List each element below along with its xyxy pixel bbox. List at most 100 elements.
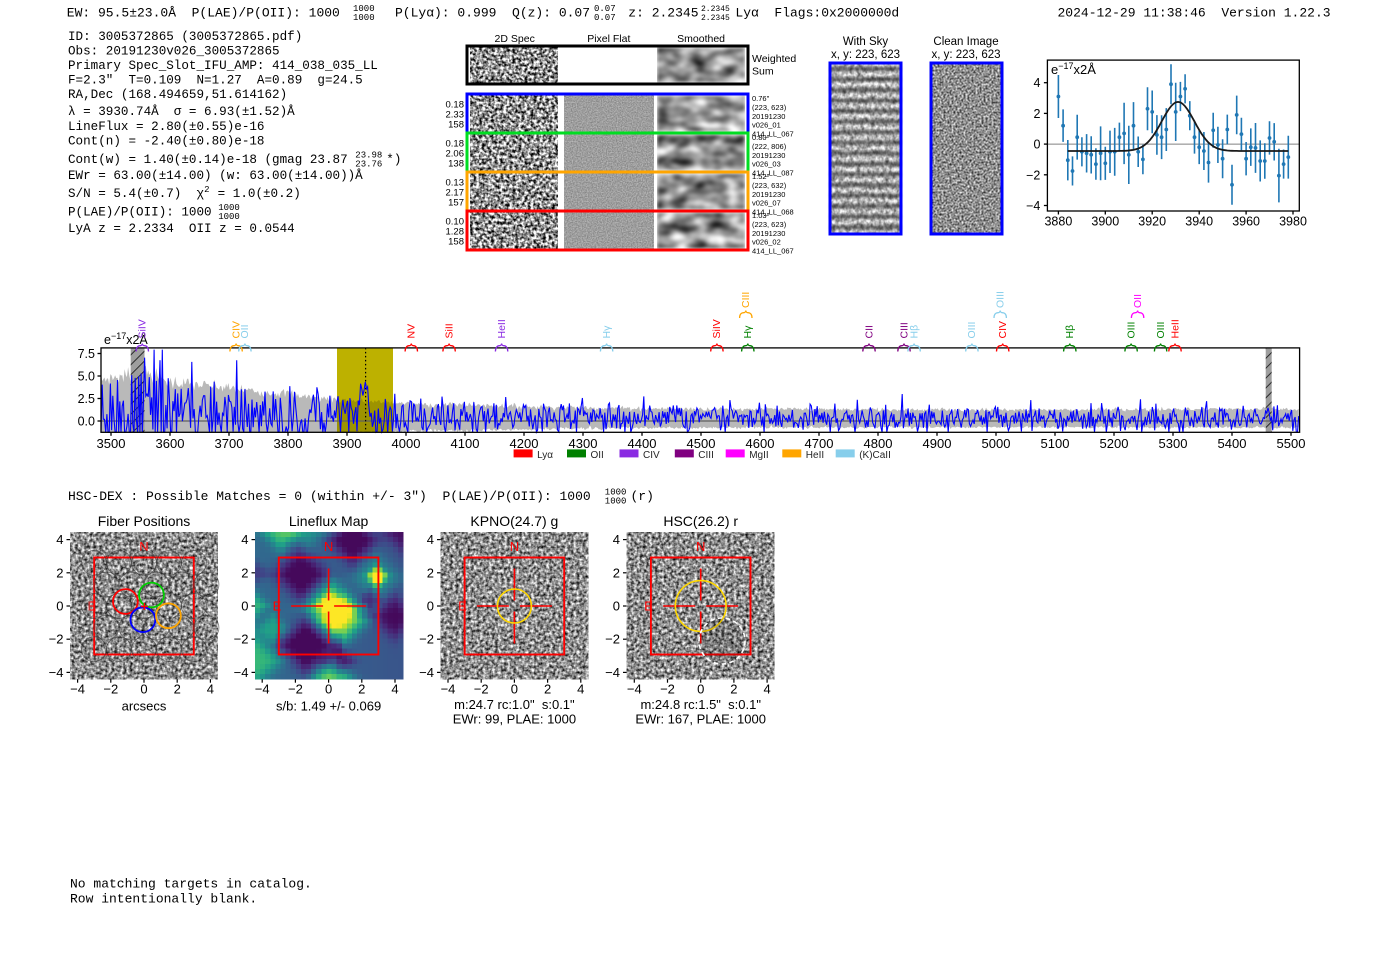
- svg-text:HSC-DEX : Possible Matches = 0: HSC-DEX : Possible Matches = 0 (within +…: [68, 489, 591, 504]
- svg-text:4: 4: [763, 682, 770, 697]
- svg-text:E: E: [88, 599, 97, 614]
- svg-text:3960: 3960: [1232, 215, 1260, 229]
- svg-text:3500: 3500: [97, 436, 126, 451]
- svg-text:HeII: HeII: [1169, 319, 1181, 338]
- svg-text:0.18: 0.18: [446, 100, 465, 111]
- svg-text:3900: 3900: [1091, 215, 1119, 229]
- svg-text:2.06: 2.06: [446, 149, 465, 160]
- svg-text:3900: 3900: [333, 436, 362, 451]
- svg-text:EWr = 63.00(±14.00) (w: 63.00(: EWr = 63.00(±14.00) (w: 63.00(±14.00))Å: [68, 169, 363, 183]
- svg-text:1000: 1000: [218, 203, 240, 213]
- svg-text:= 1.0(±0.2): = 1.0(±0.2): [210, 187, 301, 201]
- svg-text:v026_03: v026_03: [752, 160, 781, 169]
- svg-text:1.03": 1.03": [752, 211, 770, 220]
- svg-text:−4: −4: [70, 682, 85, 697]
- svg-text:414_LL_067: 414_LL_067: [752, 129, 794, 138]
- svg-text:5500: 5500: [1277, 436, 1306, 451]
- svg-text:3940: 3940: [1185, 215, 1213, 229]
- svg-text:0.18: 0.18: [446, 139, 465, 150]
- svg-text:1.28: 1.28: [446, 227, 465, 238]
- svg-text:4300: 4300: [569, 436, 598, 451]
- svg-text:(r): (r): [631, 489, 654, 504]
- svg-text:4: 4: [613, 532, 620, 547]
- svg-text:HeII: HeII: [806, 450, 824, 461]
- svg-text:Row intentionally blank.: Row intentionally blank.: [70, 892, 257, 907]
- svg-text:ID: 3005372865 (3005372865.pdf: ID: 3005372865 (3005372865.pdf): [68, 30, 302, 44]
- svg-text:4: 4: [391, 682, 398, 697]
- svg-text:OIII: OIII: [966, 322, 978, 339]
- svg-text:v026_07: v026_07: [752, 199, 781, 208]
- svg-text:NV: NV: [406, 324, 418, 339]
- svg-text:e−17x2Å: e−17x2Å: [1051, 61, 1096, 77]
- svg-text:4: 4: [241, 532, 248, 547]
- svg-text:2D Spec: 2D Spec: [495, 33, 535, 45]
- svg-text:4900: 4900: [923, 436, 952, 451]
- svg-text:2.2345: 2.2345: [701, 5, 730, 14]
- svg-text:−4: −4: [605, 665, 620, 680]
- svg-text:3980: 3980: [1279, 215, 1307, 229]
- svg-text:−4: −4: [49, 665, 64, 680]
- svg-text:2024-12-29 11:38:46 Version 1: 2024-12-29 11:38:46 Version 1.22.3: [1058, 6, 1331, 21]
- svg-text:23.98: 23.98: [355, 151, 382, 161]
- svg-text:CIV: CIV: [230, 321, 242, 339]
- svg-text:1.52": 1.52": [752, 172, 770, 181]
- svg-text:3800: 3800: [274, 436, 303, 451]
- svg-text:23.76: 23.76: [355, 160, 382, 170]
- svg-text:Primary Spec_Slot_IFU_AMP: 414: Primary Spec_Slot_IFU_AMP: 414_038_035_L…: [68, 59, 378, 73]
- svg-text:RA,Dec (168.494659,51.614162): RA,Dec (168.494659,51.614162): [68, 88, 287, 102]
- svg-text:4800: 4800: [864, 436, 893, 451]
- svg-text:0: 0: [241, 599, 248, 614]
- svg-text:CIV: CIV: [997, 321, 1009, 339]
- svg-text:2: 2: [204, 185, 209, 195]
- svg-text:−2: −2: [419, 632, 434, 647]
- svg-text:OII: OII: [1132, 294, 1144, 308]
- svg-text:0.13: 0.13: [446, 178, 465, 189]
- svg-text:1000: 1000: [605, 497, 627, 507]
- svg-text:(222, 806): (222, 806): [752, 142, 787, 151]
- svg-text:Lyα Flags:0x2000000d: Lyα Flags:0x2000000d: [735, 6, 899, 21]
- svg-text:20191230: 20191230: [752, 112, 785, 121]
- svg-text:OII: OII: [591, 450, 604, 461]
- svg-text:4600: 4600: [746, 436, 775, 451]
- svg-text:4: 4: [1033, 76, 1040, 90]
- svg-text:Sum: Sum: [752, 66, 774, 78]
- svg-text:414_LL_067: 414_LL_067: [752, 246, 794, 255]
- svg-text:2: 2: [1033, 107, 1040, 121]
- svg-text:0: 0: [511, 682, 518, 697]
- svg-text:2: 2: [56, 565, 63, 580]
- svg-text:N: N: [696, 539, 705, 554]
- svg-text:MgII: MgII: [749, 450, 768, 461]
- svg-text:0.07: 0.07: [594, 13, 616, 23]
- svg-text:20191230: 20191230: [752, 229, 785, 238]
- svg-text:−2: −2: [605, 632, 620, 647]
- svg-text:138: 138: [448, 159, 464, 170]
- svg-text:Cont(n) = -2.40(±0.80)e-18: Cont(n) = -2.40(±0.80)e-18: [68, 135, 265, 149]
- svg-text:0: 0: [613, 599, 620, 614]
- svg-text:EWr: 99, PLAE: 1000: EWr: 99, PLAE: 1000: [453, 712, 576, 727]
- svg-text:(223, 623): (223, 623): [752, 220, 787, 229]
- svg-text:0: 0: [140, 682, 147, 697]
- svg-text:(K)CaII: (K)CaII: [859, 450, 891, 461]
- svg-text:2: 2: [358, 682, 365, 697]
- svg-text:−2: −2: [474, 682, 489, 697]
- svg-text:v026_02: v026_02: [752, 238, 781, 247]
- svg-text:(223, 632): (223, 632): [752, 181, 787, 190]
- svg-text:20191230: 20191230: [752, 151, 785, 160]
- svg-text:x, y: 223, 623: x, y: 223, 623: [931, 49, 1000, 61]
- svg-text:5200: 5200: [1100, 436, 1129, 451]
- svg-text:x, y: 223, 623: x, y: 223, 623: [831, 49, 900, 61]
- svg-text:No matching targets in catalog: No matching targets in catalog.: [70, 876, 312, 891]
- svg-text:−2: −2: [234, 632, 249, 647]
- svg-text:4000: 4000: [392, 436, 421, 451]
- svg-text:(223, 623): (223, 623): [752, 103, 787, 112]
- svg-text:2.33: 2.33: [446, 110, 465, 121]
- svg-text:5300: 5300: [1159, 436, 1188, 451]
- svg-text:Hβ: Hβ: [1064, 325, 1076, 339]
- svg-text:Obs: 20191230v026_3005372865: Obs: 20191230v026_3005372865: [68, 45, 280, 59]
- svg-text:2: 2: [613, 565, 620, 580]
- svg-text:−2: −2: [288, 682, 303, 697]
- svg-text:Hγ: Hγ: [601, 325, 613, 339]
- svg-text:−2: −2: [660, 682, 675, 697]
- svg-text:4: 4: [427, 532, 434, 547]
- svg-text:0: 0: [427, 599, 434, 614]
